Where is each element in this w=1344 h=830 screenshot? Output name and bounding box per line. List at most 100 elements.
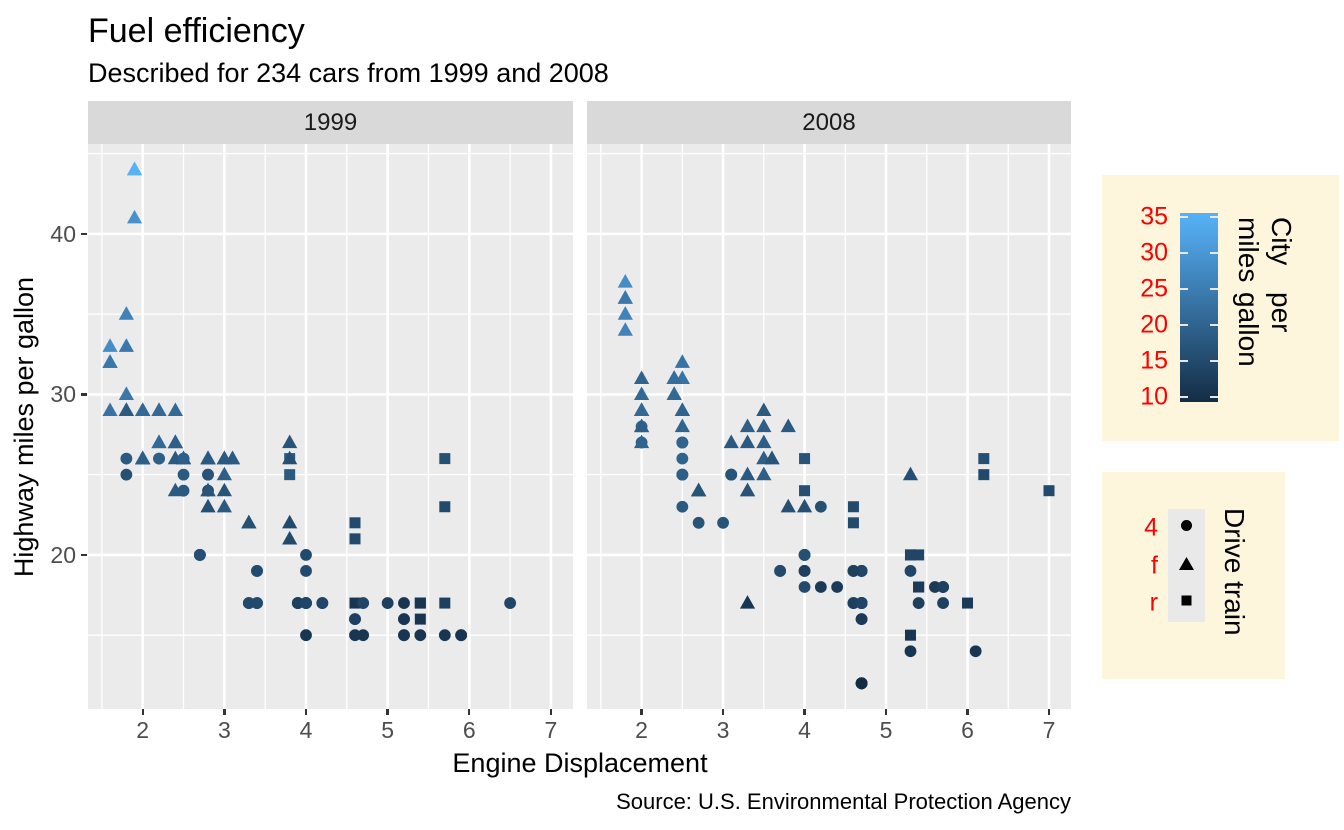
data-point — [504, 597, 517, 609]
x-tick-mark — [468, 709, 471, 715]
data-point — [102, 338, 118, 352]
data-point — [904, 565, 917, 577]
panel-1999 — [88, 144, 573, 709]
colorbar-tick-mark — [1210, 215, 1218, 218]
data-point — [633, 434, 650, 449]
data-point — [780, 498, 796, 513]
y-tick-mark — [81, 232, 87, 236]
facet-strip-1999: 1999 — [88, 101, 573, 144]
data-point — [756, 418, 772, 433]
x-tick-mark — [1047, 709, 1051, 715]
x-axis-title: Engine Displacement — [452, 748, 708, 778]
data-point — [798, 581, 811, 593]
y-axis-title: Highway miles per gallon — [9, 276, 39, 578]
data-point — [167, 402, 183, 417]
x-tick-label: 5 — [879, 717, 893, 743]
data-point — [349, 597, 361, 609]
data-point — [633, 402, 650, 417]
y-tick-mark — [81, 553, 87, 557]
data-point — [717, 516, 729, 529]
data-point — [978, 469, 990, 481]
data-point — [725, 468, 738, 481]
data-point — [847, 517, 859, 529]
data-point — [177, 484, 190, 497]
data-point — [756, 466, 772, 481]
panel-2008 — [587, 144, 1071, 709]
data-point — [913, 581, 925, 593]
data-point — [739, 466, 756, 481]
x-tick-label: 3 — [716, 717, 730, 743]
data-point — [633, 418, 650, 433]
data-point — [414, 597, 426, 609]
data-point — [676, 500, 689, 513]
x-tick-mark — [549, 709, 553, 715]
data-point — [937, 581, 949, 593]
colorbar-tick-label: 30 — [1140, 238, 1168, 267]
data-point — [969, 645, 982, 658]
data-point — [414, 613, 426, 625]
data-point — [855, 677, 868, 690]
x-tick-mark — [640, 709, 643, 715]
data-point — [831, 581, 844, 593]
data-point — [102, 402, 118, 417]
colorbar-tick-mark — [1180, 395, 1188, 398]
shape-legend-title: Drive train — [1219, 508, 1251, 636]
data-point — [904, 549, 916, 561]
data-point — [118, 306, 134, 320]
data-point — [284, 469, 296, 481]
data-point — [357, 629, 370, 642]
shape-key-circle — [1168, 509, 1205, 547]
data-point — [153, 452, 165, 465]
data-point — [674, 418, 690, 433]
data-point — [177, 468, 190, 481]
data-point — [676, 436, 689, 449]
data-point — [617, 274, 633, 288]
data-point — [216, 498, 232, 513]
x-tick-mark — [223, 709, 226, 715]
shape-legend-keys — [1168, 509, 1205, 623]
colorbar-tick-label: 15 — [1140, 346, 1168, 375]
colorbar-gradient — [1180, 213, 1218, 402]
x-tick-label: 4 — [798, 717, 811, 743]
data-point — [151, 402, 167, 417]
data-point — [282, 434, 298, 449]
x-tick-label: 4 — [299, 717, 313, 743]
data-point — [674, 402, 690, 417]
data-point — [251, 597, 263, 609]
data-point — [151, 434, 167, 449]
data-point — [398, 613, 410, 626]
data-point — [798, 549, 811, 561]
data-point — [282, 514, 298, 529]
data-point — [666, 370, 682, 384]
data-point — [756, 434, 772, 449]
data-point — [774, 565, 787, 577]
x-tick-label: 6 — [462, 717, 476, 743]
data-point — [739, 595, 756, 609]
data-point — [455, 629, 468, 642]
data-point — [200, 482, 216, 497]
colorbar-tick-mark — [1180, 359, 1188, 362]
square-icon — [1180, 594, 1193, 612]
source-caption: Source: U.S. Environmental Protection Ag… — [616, 789, 1071, 814]
data-point — [633, 370, 650, 384]
data-point — [780, 418, 796, 433]
colorbar-tick-mark — [1180, 323, 1188, 326]
data-point — [439, 501, 451, 513]
data-point — [241, 514, 257, 529]
data-point — [216, 466, 232, 481]
data-point — [300, 597, 312, 609]
data-point — [357, 597, 370, 609]
facet-strip-2008: 2008 — [587, 101, 1071, 144]
data-point — [739, 418, 756, 433]
data-point — [118, 338, 134, 352]
data-point — [251, 565, 263, 577]
data-point — [300, 565, 312, 577]
colorbar-tick-mark — [1210, 359, 1218, 362]
data-point — [300, 549, 312, 561]
data-point — [913, 549, 925, 561]
data-point — [193, 549, 206, 561]
data-point — [349, 629, 361, 642]
color-legend-title-line1: City miles — [1233, 217, 1298, 283]
